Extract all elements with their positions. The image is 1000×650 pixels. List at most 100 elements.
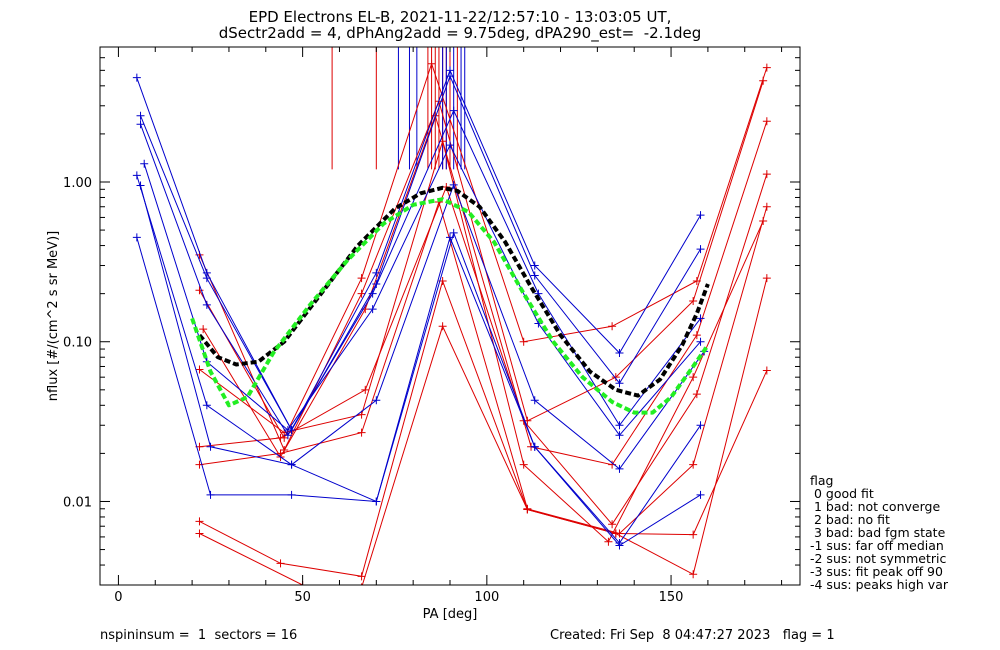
y-tick-label: 0.01	[63, 495, 92, 510]
data-point-marker	[696, 421, 705, 430]
data-point-marker	[132, 73, 141, 82]
y-tick-label: 0.10	[63, 336, 92, 351]
data-point-marker	[195, 517, 204, 526]
data-point-marker	[361, 385, 370, 394]
data-point-marker	[446, 233, 454, 242]
data-point-marker	[689, 530, 698, 539]
data-point-marker	[276, 449, 285, 458]
blue-series-line	[140, 74, 701, 432]
data-point-marker	[195, 286, 204, 295]
data-point-marker	[696, 211, 705, 220]
data-point-marker	[206, 490, 215, 499]
data-point-marker	[689, 570, 698, 579]
data-point-marker	[368, 289, 377, 298]
blue-series-line	[136, 68, 701, 432]
red-series-line	[199, 278, 768, 577]
data-point-marker	[283, 426, 292, 435]
data-point-marker	[696, 337, 705, 346]
data-point-marker	[519, 460, 528, 469]
data-point-marker	[287, 490, 296, 499]
data-point-marker	[199, 325, 208, 334]
data-point-marker	[132, 233, 141, 242]
green-fit-curve	[190, 197, 710, 415]
data-point-marker	[449, 106, 458, 115]
data-point-marker	[287, 460, 296, 469]
y-axis-label: nflux [#/(cm^2 s sr MeV)]	[46, 231, 61, 401]
data-point-marker	[276, 559, 285, 568]
x-axis-label: PA [deg]	[423, 607, 478, 622]
data-point-marker	[615, 349, 624, 358]
data-point-marker	[427, 59, 436, 68]
data-point-marker	[689, 460, 698, 469]
data-point-marker	[615, 541, 624, 550]
blue-series-line	[143, 144, 701, 437]
black-fit-curve	[197, 185, 710, 398]
blue-series-line	[140, 185, 701, 544]
red-series-line	[199, 324, 768, 585]
red-series-line	[202, 114, 768, 466]
data-point-marker	[446, 72, 454, 81]
red-series-line	[199, 200, 768, 535]
data-point-marker	[696, 314, 705, 323]
data-point-marker	[762, 202, 771, 211]
data-point-marker	[195, 529, 204, 538]
data-point-marker	[615, 379, 624, 388]
data-point-marker	[449, 228, 458, 237]
x-tick-label: 50	[294, 590, 311, 605]
data-point-marker	[611, 373, 620, 382]
data-point-marker	[136, 111, 145, 120]
data-point-marker	[696, 490, 705, 499]
legend-item: 0 good fit	[810, 486, 874, 501]
data-point-marker	[604, 537, 613, 546]
data-point-marker	[762, 63, 771, 72]
chart-title-line1: EPD Electrons EL-B, 2021-11-22/12:57:10 …	[248, 8, 672, 26]
blue-series-line	[136, 175, 705, 470]
data-point-marker	[357, 572, 366, 581]
footer-spin-info: nspininsum = 1 sectors = 16	[100, 628, 298, 643]
data-point-marker	[372, 497, 381, 506]
x-tick-label: 150	[659, 590, 684, 605]
data-point-marker	[136, 120, 145, 129]
data-point-marker	[692, 390, 701, 399]
data-point-marker	[357, 428, 366, 437]
axes: 0 50 100 150 0.01 0.10 1.00 PA [deg] nflux [#/(c…	[46, 46, 801, 622]
data-point-marker	[372, 396, 381, 405]
legend-item: 1 bad: not converge	[810, 499, 941, 514]
data-point-marker	[140, 159, 149, 168]
red-series-line	[199, 62, 768, 439]
red-series-line	[199, 139, 764, 543]
data-point-marker	[357, 274, 366, 283]
legend-item: -3 sus: fit peak off 90	[810, 564, 943, 579]
flag-legend: flag 0 good fit 1 bad: not converge 2 ba…	[810, 474, 948, 591]
data-point-marker	[372, 279, 381, 288]
data-point-marker	[519, 337, 528, 346]
data-point-marker	[202, 274, 211, 283]
legend-item: -1 sus: far off median	[810, 538, 944, 553]
data-point-marker	[762, 274, 771, 283]
data-point-marker	[357, 289, 366, 298]
legend-item: -4 sus: peaks high var	[810, 577, 949, 592]
data-point-marker	[530, 261, 539, 270]
data-point-marker	[438, 322, 447, 331]
x-tick-label: 100	[474, 590, 499, 605]
data-point-marker	[615, 464, 624, 473]
data-point-marker	[530, 396, 539, 405]
data-point-marker	[762, 170, 771, 179]
red-series-line	[199, 80, 764, 452]
data-point-marker	[692, 331, 701, 340]
data-point-marker	[368, 305, 377, 314]
data-point-marker	[608, 520, 617, 529]
legend-header: flag	[810, 473, 834, 488]
data-point-marker	[530, 271, 539, 280]
data-point-marker	[530, 442, 539, 451]
data-point-marker	[696, 245, 705, 254]
data-point-marker	[608, 322, 617, 331]
y-tick-label: 1.00	[63, 176, 92, 191]
data-point-marker	[689, 296, 698, 305]
data-point-marker	[449, 180, 458, 189]
plot-area	[132, 47, 771, 585]
blue-series-line	[136, 235, 701, 547]
data-point-marker	[206, 442, 215, 451]
data-point-marker	[762, 117, 771, 126]
